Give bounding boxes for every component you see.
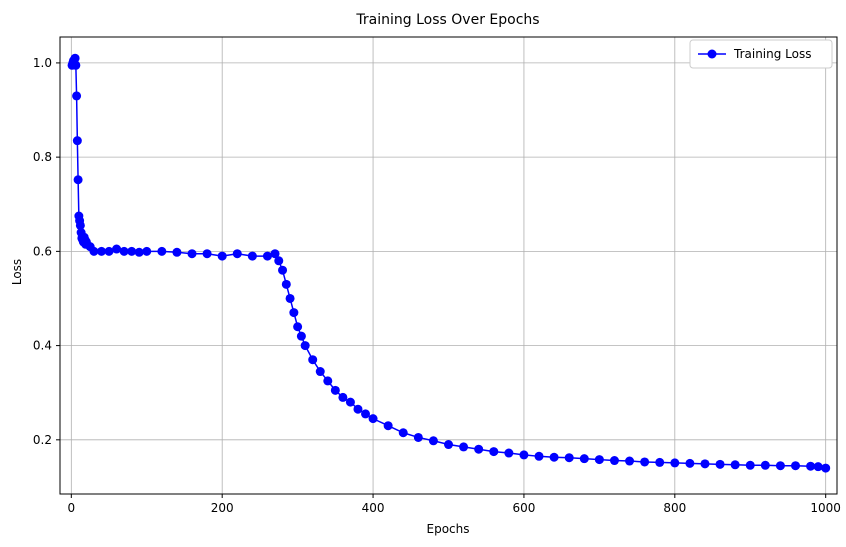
- y-tick-label: 0.6: [33, 244, 52, 258]
- y-tick-label: 0.2: [33, 433, 52, 447]
- data-point: [262, 251, 272, 261]
- data-point: [640, 457, 650, 467]
- data-point: [134, 247, 144, 257]
- data-point: [813, 462, 823, 472]
- data-point: [281, 279, 291, 289]
- plot-frame: [59, 36, 838, 495]
- data-point: [308, 355, 318, 365]
- x-tick-label: 800: [663, 501, 686, 515]
- data-point: [300, 341, 310, 351]
- data-point: [330, 385, 340, 395]
- data-point: [685, 458, 695, 468]
- data-point: [293, 322, 303, 332]
- x-tick-label: 0: [67, 501, 75, 515]
- data-point: [112, 244, 122, 254]
- y-axis-ticks: 0.2 0.4 0.6 0.8 1.0: [33, 56, 60, 447]
- data-point: [474, 444, 484, 454]
- data-point: [338, 392, 348, 402]
- data-point: [323, 376, 333, 386]
- data-point: [594, 455, 604, 465]
- data-point: [142, 246, 152, 256]
- data-point: [104, 246, 114, 256]
- data-point: [232, 249, 242, 259]
- data-point: [655, 457, 665, 467]
- data-point: [127, 246, 137, 256]
- y-tick-label: 1.0: [33, 56, 52, 70]
- y-tick-label: 0.8: [33, 150, 52, 164]
- y-axis-label: Loss: [10, 259, 24, 285]
- data-point: [775, 461, 785, 471]
- data-point: [73, 175, 83, 185]
- data-point: [278, 265, 288, 275]
- data-point: [700, 459, 710, 469]
- data-point: [285, 293, 295, 303]
- data-point: [413, 432, 423, 442]
- data-point: [670, 458, 680, 468]
- data-point: [96, 246, 106, 256]
- data-point: [760, 460, 770, 470]
- data-point: [564, 453, 574, 463]
- data-point: [274, 256, 284, 266]
- data-point: [398, 428, 408, 438]
- data-point: [119, 246, 129, 256]
- x-axis-ticks: 0 200 400 600 800 1000: [67, 494, 841, 515]
- data-point: [579, 454, 589, 464]
- data-point: [315, 367, 325, 377]
- data-point: [187, 249, 197, 259]
- data-point: [368, 414, 378, 424]
- data-point: [157, 246, 167, 256]
- data-point: [72, 136, 82, 146]
- data-point: [791, 461, 801, 471]
- legend: Training Loss: [689, 39, 833, 69]
- data-point: [730, 460, 740, 470]
- data-point: [353, 404, 363, 414]
- legend-label: Training Loss: [733, 47, 811, 61]
- data-point: [172, 247, 182, 257]
- data-point: [489, 447, 499, 457]
- data-point: [625, 456, 635, 466]
- data-point: [71, 60, 81, 70]
- data-point: [444, 440, 453, 450]
- data-point: [247, 251, 257, 261]
- data-point: [459, 442, 469, 452]
- data-point: [504, 448, 514, 458]
- x-tick-label: 200: [211, 501, 234, 515]
- data-point: [609, 456, 619, 466]
- data-point: [296, 331, 306, 341]
- data-point: [75, 220, 85, 230]
- chart-title: Training Loss Over Epochs: [355, 12, 539, 28]
- data-point: [345, 397, 355, 407]
- data-point: [383, 421, 393, 431]
- data-point: [72, 91, 82, 101]
- data-point: [217, 251, 227, 261]
- data-point: [270, 249, 280, 259]
- y-tick-label: 0.4: [33, 339, 52, 353]
- legend-marker-swatch: [707, 49, 717, 59]
- data-point: [202, 249, 212, 259]
- data-point: [70, 53, 80, 63]
- legend-box: [689, 39, 833, 69]
- data-point: [806, 461, 816, 471]
- data-point: [519, 450, 529, 460]
- data-point: [745, 460, 755, 470]
- data-point: [89, 246, 99, 256]
- data-point: [428, 436, 438, 446]
- data-point: [534, 451, 544, 461]
- data-point: [715, 459, 725, 469]
- data-point: [549, 452, 559, 462]
- series-layer: [67, 53, 831, 473]
- x-tick-label: 400: [362, 501, 385, 515]
- data-point: [361, 409, 371, 419]
- x-axis-label: Epochs: [427, 522, 470, 536]
- data-point: [289, 308, 299, 318]
- x-tick-label: 1000: [810, 501, 841, 515]
- x-tick-label: 600: [512, 501, 535, 515]
- data-point: [821, 463, 831, 473]
